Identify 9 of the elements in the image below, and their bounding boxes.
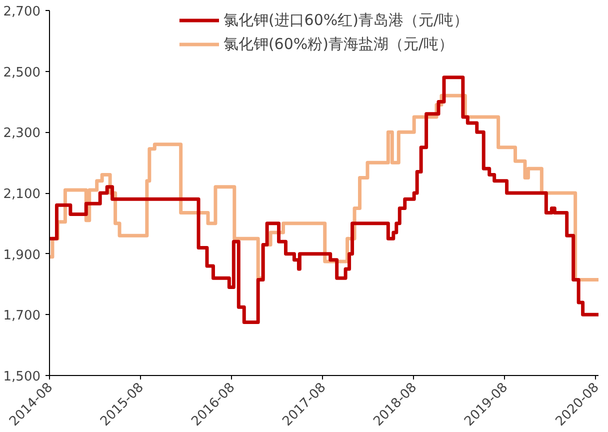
y-tick-label: 2,300 bbox=[3, 126, 40, 142]
y-tick-label: 1,700 bbox=[3, 308, 40, 324]
y-tick-label: 1,500 bbox=[3, 370, 40, 384]
y-tick-label: 2,100 bbox=[3, 187, 40, 202]
y-tick-label: 1,900 bbox=[3, 248, 40, 263]
y-tick-label: 2,500 bbox=[3, 65, 40, 80]
legend-label: 氯化钾(进口60%红)青岛港（元/吨） bbox=[223, 10, 469, 30]
y-tick-label: 2,700 bbox=[3, 4, 40, 20]
legend-label: 氯化钾(60%粉)青海盐湖（元/吨） bbox=[223, 34, 454, 54]
